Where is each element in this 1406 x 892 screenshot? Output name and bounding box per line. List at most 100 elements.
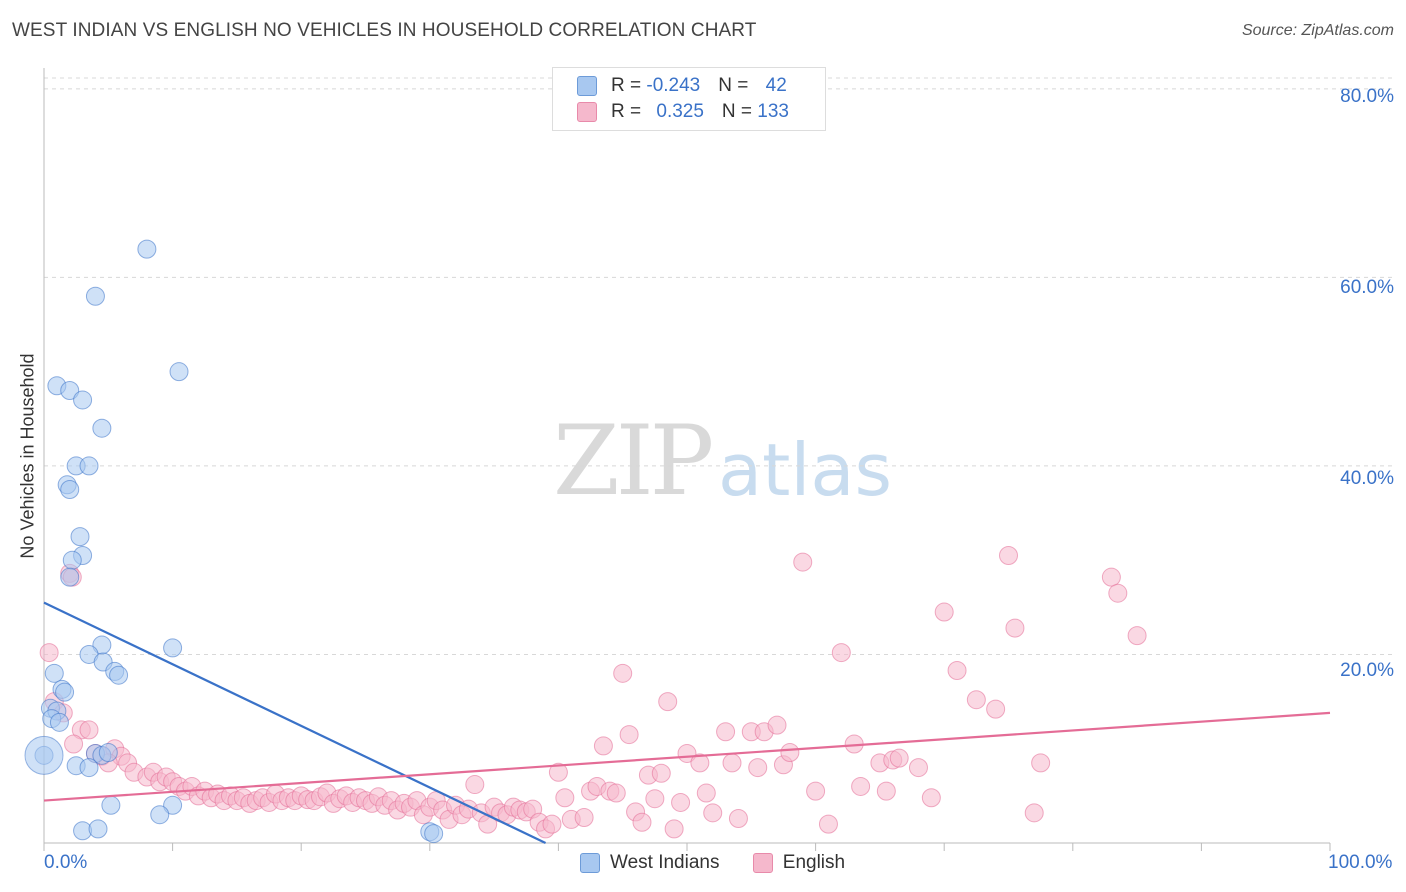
english-point bbox=[613, 663, 633, 683]
legend-item-west-indians: West Indians bbox=[580, 852, 719, 874]
y-tick-60: 60.0% bbox=[1340, 277, 1394, 298]
english-point bbox=[39, 643, 59, 663]
west-indian-point bbox=[79, 456, 99, 476]
west-indian-point-large bbox=[24, 735, 64, 775]
west-indian-point bbox=[163, 795, 183, 815]
english-point bbox=[999, 545, 1018, 565]
english-point bbox=[1024, 803, 1044, 823]
west-indian-point bbox=[150, 805, 170, 825]
english-point bbox=[645, 789, 665, 809]
west-indian-point bbox=[85, 286, 105, 306]
trend-lines bbox=[43, 601, 1331, 844]
english-point bbox=[651, 763, 671, 783]
english-point bbox=[851, 776, 871, 796]
legend-swatch-english bbox=[752, 852, 773, 873]
english-point bbox=[664, 819, 684, 839]
west-indian-point bbox=[60, 381, 80, 401]
english-point bbox=[876, 781, 896, 801]
y-tick-20: 20.0% bbox=[1340, 660, 1394, 681]
english-point bbox=[1127, 626, 1147, 646]
legend-label-west-indians: West Indians bbox=[610, 852, 720, 873]
legend-r-value: 0.325 bbox=[656, 101, 704, 122]
english-point bbox=[831, 643, 851, 663]
west-indian-point bbox=[55, 682, 75, 702]
correlation-legend: R = -0.243 N = 42 R = 0.325 N = 133 bbox=[552, 67, 826, 131]
west-indian-point bbox=[109, 665, 129, 685]
watermark-zip: ZIP bbox=[553, 405, 714, 517]
english-point bbox=[947, 660, 967, 680]
english-point bbox=[548, 762, 568, 782]
legend-r-label: R = bbox=[611, 75, 647, 96]
english-point bbox=[806, 781, 826, 801]
english-point bbox=[793, 552, 813, 572]
gridlines bbox=[44, 77, 1392, 655]
west-indian-point bbox=[98, 743, 118, 763]
english-point bbox=[748, 758, 768, 778]
legend-r-label: R = bbox=[611, 101, 647, 122]
legend-label-english: English bbox=[782, 852, 846, 873]
legend-swatch-english bbox=[577, 101, 597, 122]
west-indian-trend-line bbox=[43, 601, 547, 844]
legend-n-label: N = bbox=[718, 75, 754, 96]
west-indian-point bbox=[44, 663, 64, 683]
west-indian-point bbox=[79, 758, 99, 778]
english-point bbox=[593, 736, 613, 756]
english-points bbox=[39, 545, 1147, 839]
x-tick-max: 100.0% bbox=[1328, 852, 1393, 873]
english-point bbox=[79, 720, 99, 740]
west-indian-point bbox=[163, 638, 183, 658]
english-point bbox=[986, 699, 1006, 719]
west-indian-point bbox=[169, 362, 189, 382]
english-point bbox=[690, 753, 710, 773]
axes bbox=[43, 68, 1331, 851]
english-point bbox=[632, 812, 652, 832]
english-point bbox=[728, 808, 748, 828]
english-point bbox=[703, 803, 723, 823]
west-indian-point bbox=[424, 824, 444, 844]
y-tick-80: 80.0% bbox=[1340, 86, 1394, 107]
english-point bbox=[606, 783, 626, 803]
west-indian-point bbox=[101, 795, 121, 815]
legend-row-english: R = 0.325 N = 133 bbox=[577, 101, 789, 125]
watermark-atlas: atlas bbox=[718, 428, 892, 512]
english-point bbox=[722, 753, 742, 773]
chart-title: WEST INDIAN VS ENGLISH NO VEHICLES IN HO… bbox=[12, 20, 757, 41]
english-point bbox=[658, 692, 678, 712]
legend-n-value: 42 bbox=[765, 75, 787, 96]
english-point bbox=[574, 808, 594, 828]
english-point bbox=[1005, 618, 1025, 638]
english-point bbox=[619, 725, 639, 745]
legend-n-label: N = bbox=[721, 101, 758, 122]
west-indian-point bbox=[70, 527, 90, 547]
english-point bbox=[1101, 567, 1121, 587]
english-point bbox=[818, 814, 838, 834]
west-indian-points bbox=[24, 239, 444, 844]
west-indian-point bbox=[137, 239, 157, 259]
english-point bbox=[934, 602, 954, 622]
west-indian-point bbox=[62, 550, 82, 570]
west-indian-point bbox=[60, 567, 80, 587]
english-point bbox=[555, 788, 575, 808]
legend-swatch-west-indians bbox=[577, 75, 597, 96]
english-point bbox=[64, 734, 84, 754]
legend-item-english: English bbox=[752, 852, 846, 874]
series-legend: West Indians English bbox=[580, 852, 873, 874]
x-tick-min: 0.0% bbox=[44, 852, 88, 873]
english-point bbox=[696, 783, 716, 803]
west-indian-point bbox=[88, 819, 108, 839]
west-indian-point bbox=[92, 418, 112, 438]
west-indian-point bbox=[60, 479, 80, 499]
english-point bbox=[716, 722, 736, 742]
english-point bbox=[1031, 753, 1051, 773]
legend-n-value: 133 bbox=[757, 101, 789, 122]
english-point bbox=[465, 775, 485, 795]
source-label: Source: ZipAtlas.com bbox=[1241, 22, 1394, 39]
legend-row-west-indians: R = -0.243 N = 42 bbox=[577, 75, 787, 99]
english-point bbox=[542, 814, 562, 834]
english-point bbox=[889, 748, 909, 768]
english-point bbox=[921, 788, 941, 808]
english-point bbox=[671, 792, 691, 812]
english-point bbox=[780, 743, 800, 763]
west-indian-point bbox=[49, 712, 69, 732]
